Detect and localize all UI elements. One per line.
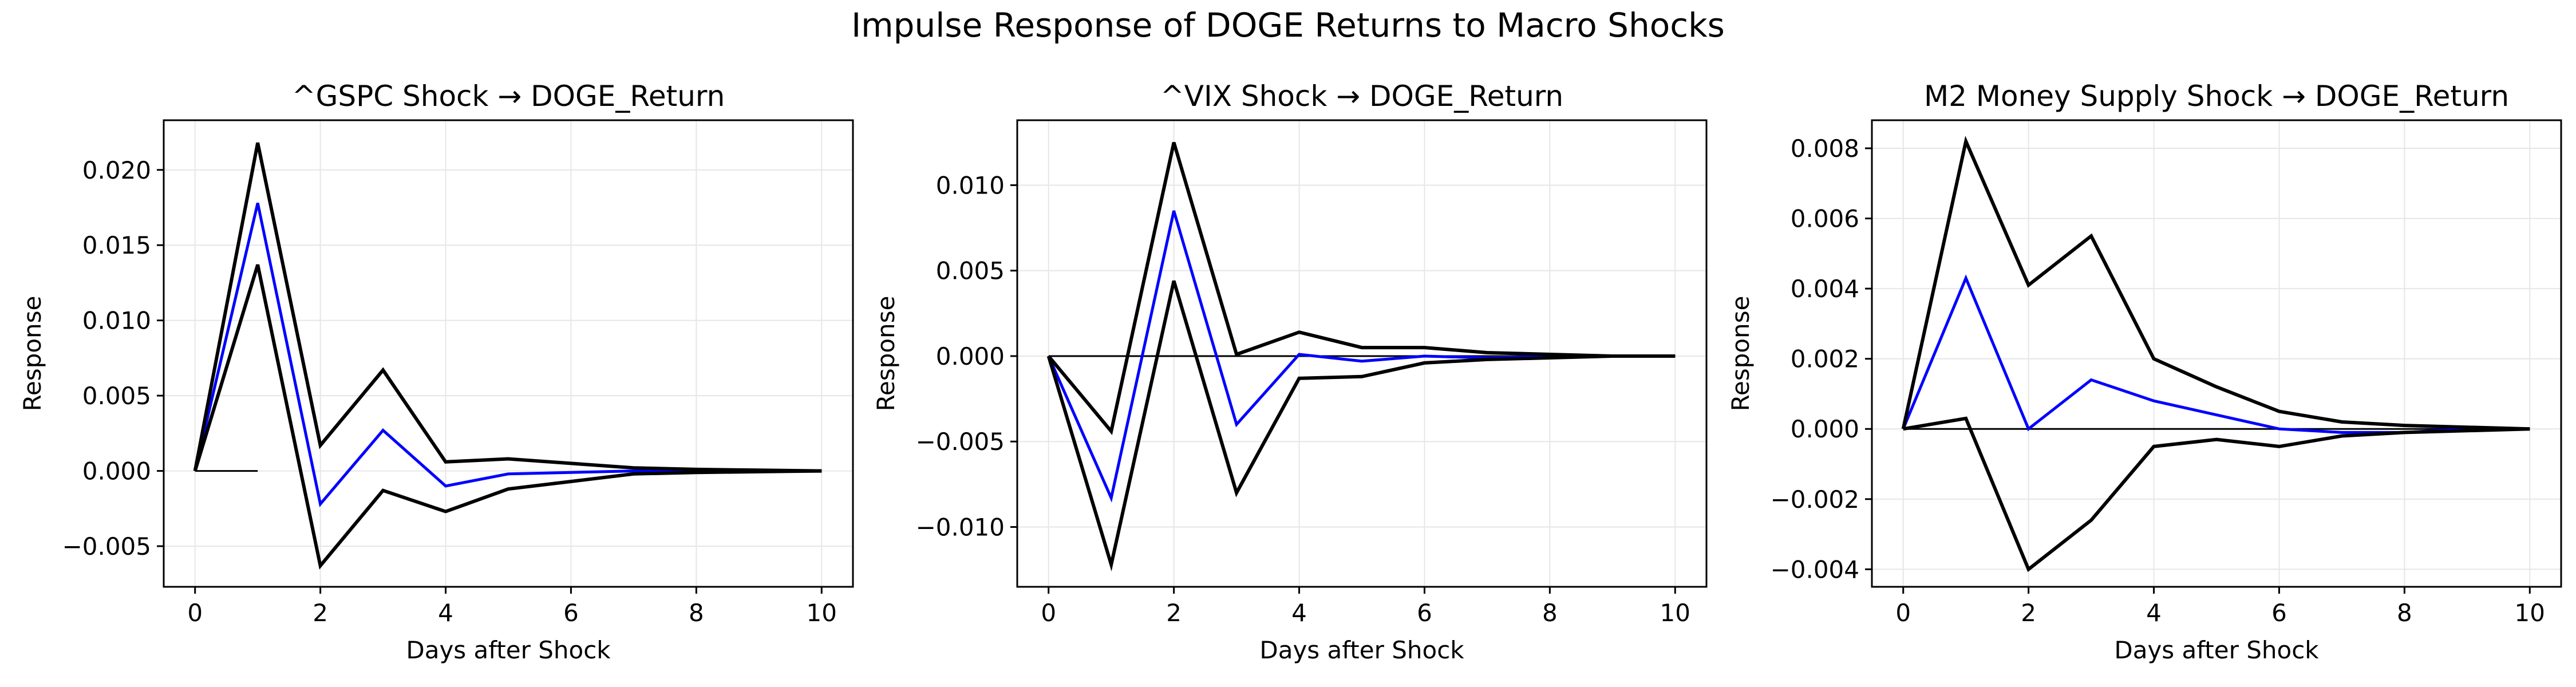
y-tick-label: 0.010 — [936, 171, 1005, 199]
y-tick-label: 0.000 — [82, 457, 151, 485]
y-tick-label: 0.005 — [82, 382, 151, 410]
x-tick-label: 0 — [1041, 599, 1056, 627]
x-tick-label: 6 — [563, 599, 579, 627]
upper-band-line — [193, 142, 822, 473]
lower-band-line — [1903, 416, 2530, 572]
y-tick-label: 0.020 — [82, 156, 151, 184]
lower-band-line — [1046, 280, 1676, 572]
y-tick-label: −0.005 — [62, 532, 151, 560]
chart-panel-2: 0 2 4 6 8 10 −0.010 −0.005 0.000 0.005 0.010 ^VIX S… — [872, 80, 1708, 664]
x-tick-label: 0 — [1895, 599, 1911, 627]
y-tick-label: 0.000 — [936, 342, 1005, 370]
upper-band-line — [1047, 141, 1676, 435]
x-tick-label: 8 — [1542, 599, 1558, 627]
x-tick-label: 2 — [2021, 599, 2036, 627]
y-axis-label: Response — [872, 296, 900, 412]
y-tick-label: 0.006 — [1791, 205, 1859, 233]
y-tick-label: 0.010 — [82, 307, 151, 335]
x-tick-label: 6 — [2271, 599, 2287, 627]
y-tick-label: 0.005 — [936, 257, 1005, 285]
x-tick-label: 0 — [187, 599, 203, 627]
lower-band-line — [193, 264, 822, 570]
figure-suptitle: Impulse Response of DOGE Returns to Macr… — [851, 6, 1725, 45]
x-axis-label: Days after Shock — [1259, 636, 1464, 664]
chart-panel-3: 0 2 4 6 8 10 −0.004 −0.002 0.000 0.002 0.004 0.006 0… — [1726, 80, 2562, 664]
axes-frame — [1016, 119, 1708, 588]
y-tick-label: −0.010 — [916, 514, 1005, 542]
x-tick-label: 4 — [438, 599, 453, 627]
panel-title: ^VIX Shock → DOGE_Return — [1160, 80, 1563, 113]
x-tick-label: 10 — [2515, 599, 2545, 627]
axes-frame — [1871, 119, 2562, 588]
y-tick-label: 0.008 — [1791, 135, 1859, 163]
x-tick-label: 2 — [313, 599, 328, 627]
y-tick-label: 0.000 — [1791, 415, 1859, 443]
x-axis-label: Days after Shock — [406, 636, 611, 664]
x-tick-label: 10 — [1660, 599, 1690, 627]
x-tick-label: 6 — [1417, 599, 1432, 627]
y-tick-label: 0.015 — [82, 231, 151, 259]
x-axis-label: Days after Shock — [2114, 636, 2319, 664]
y-tick-label: 0.002 — [1791, 345, 1859, 373]
axes-frame — [163, 119, 854, 588]
y-axis-label: Response — [1726, 296, 1755, 412]
panel-title: M2 Money Supply Shock → DOGE_Return — [1924, 80, 2509, 113]
upper-band-line — [1901, 136, 2530, 431]
y-tick-label: −0.004 — [1771, 555, 1859, 583]
panel-title: ^GSPC Shock → DOGE_Return — [292, 80, 725, 113]
x-tick-label: 8 — [689, 599, 704, 627]
y-axis-label: Response — [18, 296, 46, 412]
y-tick-label: −0.002 — [1771, 485, 1859, 514]
x-tick-label: 4 — [1291, 599, 1307, 627]
y-tick-label: −0.005 — [916, 428, 1005, 456]
x-tick-label: 4 — [2146, 599, 2162, 627]
chart-panel-1: 0 2 4 6 8 10 −0.005 0.000 0.005 0.010 0.015 0.020 ^G… — [18, 80, 854, 664]
x-tick-label: 2 — [1166, 599, 1182, 627]
y-tick-label: 0.004 — [1791, 275, 1859, 303]
x-tick-label: 10 — [807, 599, 837, 627]
panels: 0 2 4 6 8 10 −0.005 0.000 0.005 0.010 0.015 0.020 ^G… — [18, 80, 2562, 664]
x-tick-label: 8 — [2397, 599, 2412, 627]
